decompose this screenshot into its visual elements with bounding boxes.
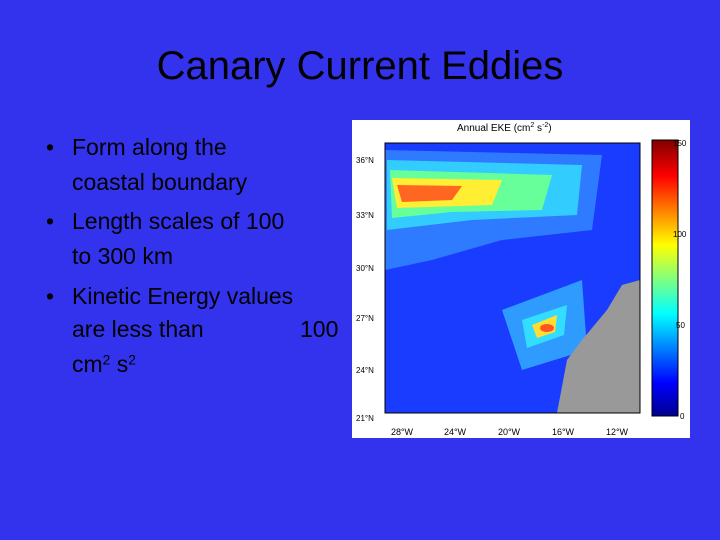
exponent: 2: [128, 352, 136, 368]
lat-label: 21°N: [356, 414, 374, 423]
lon-label: 16°W: [552, 427, 575, 437]
lon-label: 20°W: [498, 427, 521, 437]
slide-title: Canary Current Eddies: [156, 44, 564, 88]
lat-label: 36°N: [356, 156, 374, 165]
lat-label: 33°N: [356, 211, 374, 220]
lat-label: 24°N: [356, 366, 374, 375]
unit: s: [116, 351, 129, 377]
lat-label: 30°N: [356, 264, 374, 273]
bullet-line: coastal boundary: [72, 169, 248, 195]
lat-label: 27°N: [356, 314, 374, 323]
eke-map-figure: Annual EKE (cm2 s-2) 36°N 33°N 30°N 27°N…: [352, 120, 690, 438]
lon-labels: 28°W 24°W 20°W 16°W 12°W: [391, 427, 629, 437]
figure-title: Annual EKE (cm2 s-2): [457, 122, 552, 134]
bullet-unit: cm2 s2: [72, 351, 136, 378]
bullet-line: Length scales of 100: [72, 208, 285, 234]
colorbar-labels: 150 100 50 0: [673, 139, 687, 421]
bullet-number: 100: [300, 316, 339, 342]
bullet-line: are less than: [72, 316, 204, 342]
lon-label: 12°W: [606, 427, 629, 437]
bullet-dot: •: [46, 283, 55, 309]
lon-label: 24°W: [444, 427, 467, 437]
colorbar: [651, 139, 679, 417]
plot-frame: [384, 142, 641, 414]
colorbar-label: 0: [680, 412, 685, 421]
lon-label: 28°W: [391, 427, 414, 437]
unit: cm: [72, 351, 103, 377]
bullet-line: Form along the: [72, 134, 227, 160]
bullet-dot: •: [46, 134, 55, 160]
lat-labels: 36°N 33°N 30°N 27°N 24°N 21°N: [356, 156, 374, 423]
exponent: 2: [102, 352, 111, 368]
colorbar-label: 100: [673, 230, 687, 239]
map-plot: [385, 143, 640, 413]
colorbar-label: 50: [676, 321, 685, 330]
bullet-line: to 300 km: [72, 243, 173, 269]
bullet-line: Kinetic Energy values: [72, 283, 294, 309]
colorbar-label: 150: [673, 139, 687, 148]
bullet-dot: •: [46, 208, 55, 234]
